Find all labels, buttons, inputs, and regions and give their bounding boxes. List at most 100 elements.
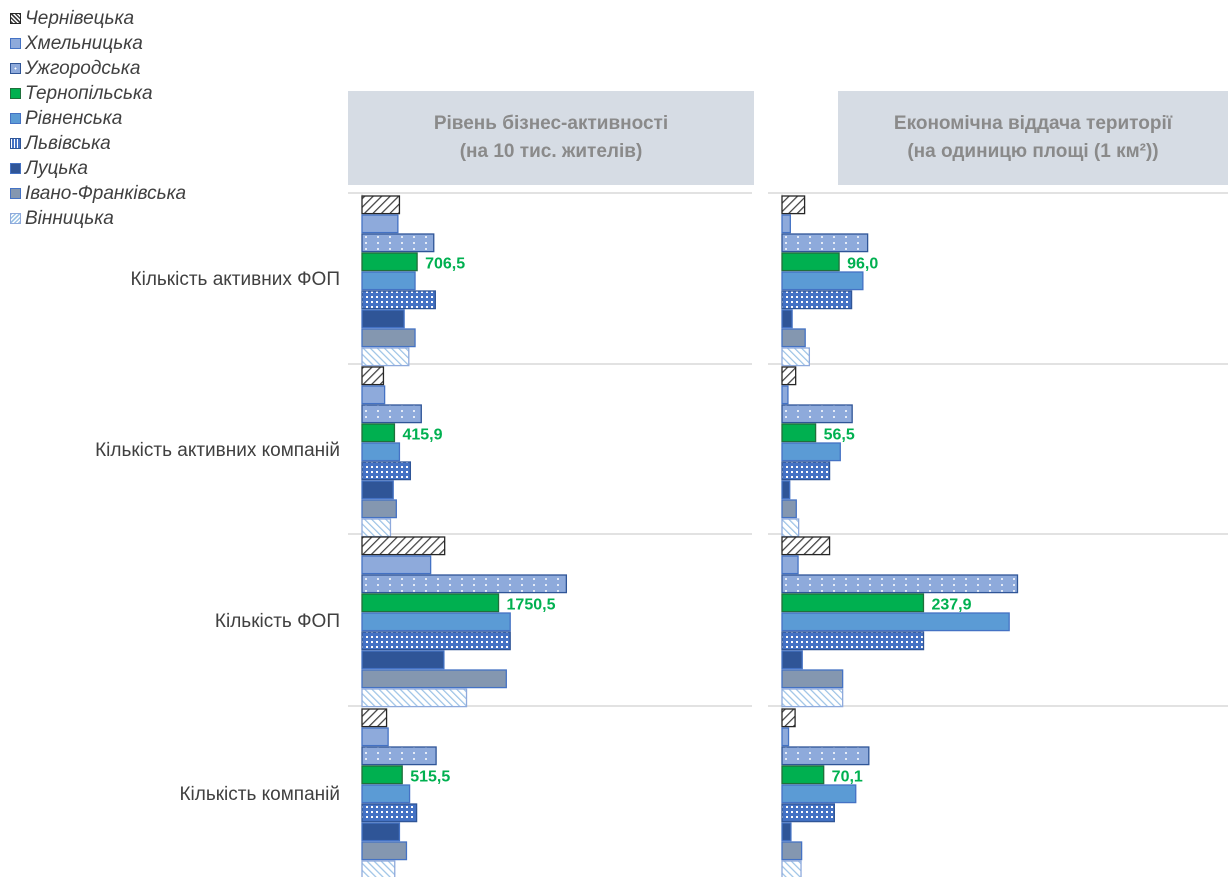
bar-activity-0-2 (361, 233, 435, 253)
panel-header-business-activity: Рівень бізнес-активності (на 10 тис. жит… (348, 91, 754, 185)
bar-activity-2-3 (361, 593, 500, 613)
bar-return-2-7 (781, 669, 844, 689)
legend-item: Рівненська (10, 106, 186, 131)
bar-activity-1-7 (361, 499, 397, 519)
bar-activity-2-4 (361, 612, 511, 632)
bar-activity-1-1 (361, 385, 386, 405)
bar-return-3-3 (781, 765, 825, 785)
legend-swatch (10, 138, 21, 149)
data-label: 415,9 (402, 427, 442, 444)
bar-activity-0-5 (361, 290, 436, 310)
bar-return-3-6 (781, 822, 792, 842)
bar-return-2-8 (781, 688, 844, 708)
category-label: Кількість компаній (179, 784, 340, 805)
bar-activity-1-5 (361, 461, 412, 481)
bar-return-0-2 (781, 233, 869, 253)
panel-header-economic-return: Економічна віддача території (на одиницю… (838, 91, 1228, 185)
bar-activity-0-6 (361, 309, 405, 329)
legend-swatch (10, 38, 21, 49)
data-label: 237,9 (931, 597, 971, 614)
legend-label: Івано-Франківська (25, 183, 187, 204)
legend-swatch (10, 113, 21, 124)
bar-return-1-6 (781, 480, 791, 500)
legend-label: Хмельницька (25, 33, 143, 54)
category-label: Кількість активних компаній (95, 440, 340, 461)
bar-return-0-7 (781, 328, 806, 348)
bar-activity-2-8 (361, 688, 468, 708)
bar-return-1-2 (781, 404, 853, 424)
bar-return-0-8 (781, 347, 811, 367)
legend-swatch (10, 188, 21, 199)
bar-activity-2-1 (361, 555, 432, 575)
panel-title-line2: (на одиницю площі (1 км²)) (907, 141, 1159, 162)
bar-return-2-4 (781, 612, 1010, 632)
bar-return-0-6 (781, 309, 793, 329)
legend-swatch (10, 88, 21, 99)
bar-activity-2-5 (361, 631, 511, 651)
legend-label: Чернівецька (25, 8, 135, 29)
bar-activity-1-6 (361, 480, 394, 500)
bar-activity-2-7 (361, 669, 507, 689)
legend-label: Ужгородська (25, 58, 141, 79)
data-label: 70,1 (832, 769, 863, 786)
bar-activity-3-2 (361, 746, 437, 766)
bar-return-1-5 (781, 461, 831, 481)
bar-return-2-2 (781, 574, 1019, 594)
bar-activity-1-4 (361, 442, 401, 462)
legend-item: Вінницька (10, 206, 186, 231)
bar-return-2-1 (781, 555, 799, 575)
bar-return-2-0 (781, 536, 831, 556)
bar-return-3-2 (781, 746, 870, 766)
legend-label: Тернопільська (25, 83, 153, 104)
bar-return-2-6 (781, 650, 803, 670)
bar-activity-0-0 (361, 195, 401, 215)
bar-return-2-5 (781, 631, 925, 651)
category-label: Кількість ФОП (214, 611, 340, 632)
bar-activity-3-8 (361, 860, 396, 877)
legend-swatch (10, 13, 21, 24)
category-label: Кількість активних ФОП (130, 269, 340, 290)
data-label: 56,5 (824, 427, 855, 444)
bar-return-1-1 (781, 385, 789, 405)
bar-return-1-4 (781, 442, 841, 462)
legend-label: Вінницька (25, 208, 114, 229)
bar-return-2-3 (781, 593, 925, 613)
bar-activity-1-2 (361, 404, 422, 424)
legend-item: Львівська (10, 131, 186, 156)
legend-swatch (10, 163, 21, 174)
bar-activity-0-7 (361, 328, 416, 348)
bar-activity-3-0 (361, 708, 388, 728)
bar-return-3-7 (781, 841, 803, 861)
legend-swatch (10, 213, 21, 224)
bar-return-1-3 (781, 423, 817, 443)
bar-return-3-1 (781, 727, 790, 747)
bar-activity-3-4 (361, 784, 411, 804)
legend: Чернівецька Хмельницька Ужгородська Тернопі… (10, 6, 186, 231)
bar-activity-3-1 (361, 727, 389, 747)
legend-label: Львівська (25, 133, 111, 154)
bar-activity-3-7 (361, 841, 408, 861)
bar-activity-0-1 (361, 214, 399, 234)
legend-item: Хмельницька (10, 31, 186, 56)
bar-return-3-0 (781, 708, 796, 728)
bar-activity-3-5 (361, 803, 418, 823)
bar-return-3-5 (781, 803, 835, 823)
legend-item: Чернівецька (10, 6, 186, 31)
bar-return-3-4 (781, 784, 857, 804)
bar-activity-0-3 (361, 252, 418, 272)
legend-item: Тернопільська (10, 81, 186, 106)
legend-label: Луцька (25, 158, 88, 179)
data-label: 96,0 (847, 256, 878, 273)
bar-return-1-8 (781, 518, 800, 538)
bar-activity-3-3 (361, 765, 403, 785)
data-label: 706,5 (425, 256, 465, 273)
bar-activity-2-2 (361, 574, 568, 594)
bar-activity-1-8 (361, 518, 392, 538)
bar-return-0-4 (781, 271, 864, 291)
bar-activity-0-4 (361, 271, 416, 291)
panel-title-line2: (на 10 тис. жителів) (459, 141, 643, 162)
data-label: 1750,5 (507, 597, 556, 614)
bar-activity-2-0 (361, 536, 446, 556)
bar-activity-1-0 (361, 366, 385, 386)
